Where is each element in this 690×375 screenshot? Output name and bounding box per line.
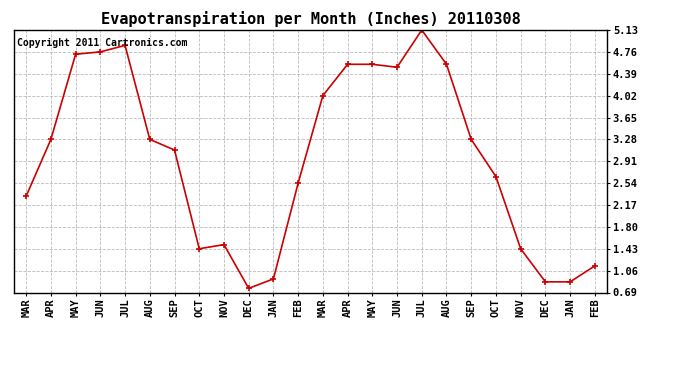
Title: Evapotranspiration per Month (Inches) 20110308: Evapotranspiration per Month (Inches) 20… xyxy=(101,12,520,27)
Text: Copyright 2011 Cartronics.com: Copyright 2011 Cartronics.com xyxy=(17,38,187,48)
